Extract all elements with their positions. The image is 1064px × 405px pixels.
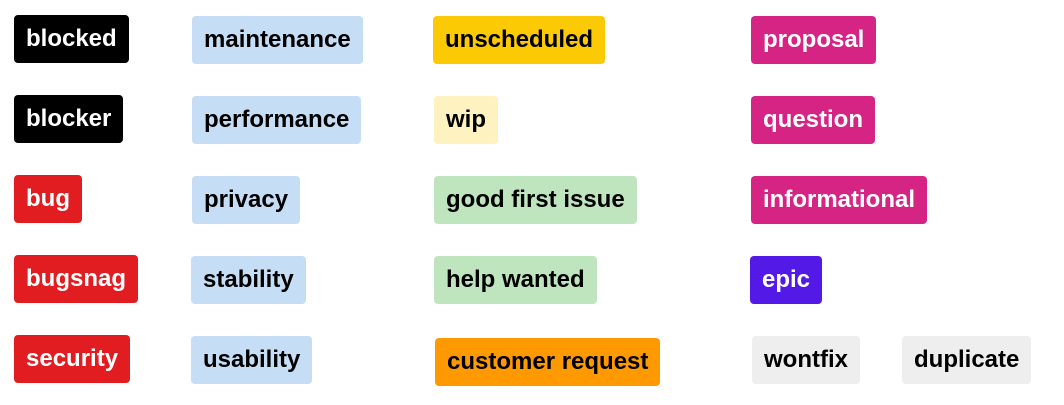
label-epic[interactable]: epic xyxy=(750,256,823,304)
label-text: wip xyxy=(446,106,486,133)
label-blocked[interactable]: blocked xyxy=(14,15,129,63)
label-duplicate[interactable]: duplicate xyxy=(902,336,1032,384)
label-wontfix[interactable]: wontfix xyxy=(752,336,860,384)
label-maintenance[interactable]: maintenance xyxy=(192,16,363,64)
label-bugsnag[interactable]: bugsnag xyxy=(14,255,138,303)
label-unscheduled[interactable]: unscheduled xyxy=(433,16,606,64)
label-text: bugsnag xyxy=(26,265,126,292)
label-text: proposal xyxy=(763,26,865,53)
label-text: good first issue xyxy=(446,186,625,213)
label-text: bug xyxy=(26,185,70,212)
label-privacy[interactable]: privacy xyxy=(192,176,301,224)
label-text: privacy xyxy=(204,186,289,213)
label-text: duplicate xyxy=(914,346,1020,373)
label-text: maintenance xyxy=(204,26,351,53)
label-informational[interactable]: informational xyxy=(751,176,928,224)
label-performance[interactable]: performance xyxy=(192,96,362,144)
label-blocker[interactable]: blocker xyxy=(14,95,124,143)
label-text: informational xyxy=(763,186,916,213)
label-text: blocked xyxy=(26,25,117,52)
label-stability[interactable]: stability xyxy=(191,256,306,304)
label-proposal[interactable]: proposal xyxy=(751,16,877,64)
label-text: blocker xyxy=(26,105,112,132)
label-customer-request[interactable]: customer request xyxy=(435,338,661,386)
label-usability[interactable]: usability xyxy=(191,336,313,384)
label-wip[interactable]: wip xyxy=(434,96,498,144)
label-good-first-issue[interactable]: good first issue xyxy=(434,176,637,224)
label-text: epic xyxy=(762,266,811,293)
label-security[interactable]: security xyxy=(14,335,131,383)
label-text: unscheduled xyxy=(445,26,594,53)
label-question[interactable]: question xyxy=(751,96,875,144)
label-text: performance xyxy=(204,106,350,133)
label-text: help wanted xyxy=(446,266,585,293)
label-text: wontfix xyxy=(764,346,848,373)
label-text: customer request xyxy=(447,348,649,375)
label-text: security xyxy=(26,345,119,372)
label-bug[interactable]: bug xyxy=(14,175,82,223)
label-text: usability xyxy=(203,346,301,373)
label-text: stability xyxy=(203,266,294,293)
label-text: question xyxy=(763,106,863,133)
label-help-wanted[interactable]: help wanted xyxy=(434,256,597,304)
